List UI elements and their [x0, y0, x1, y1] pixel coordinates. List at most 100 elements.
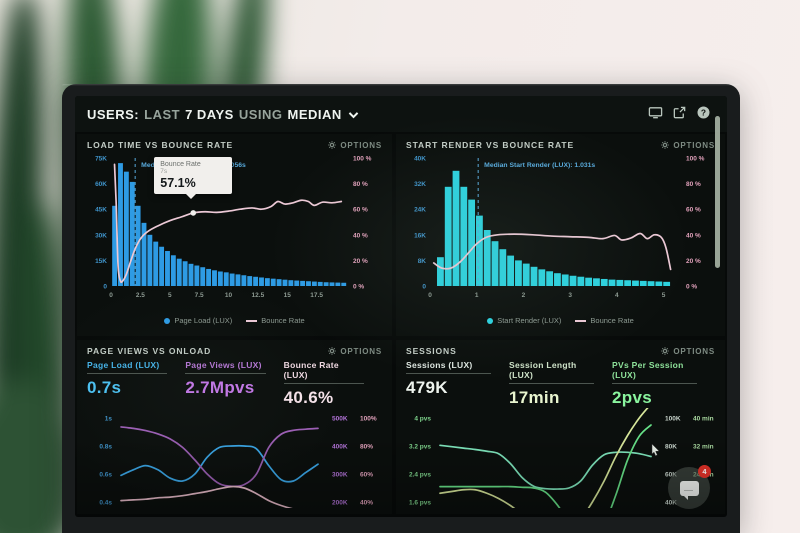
svg-text:75K: 75K — [95, 156, 107, 163]
svg-text:60 %: 60 % — [686, 207, 701, 214]
svg-text:0: 0 — [422, 284, 426, 291]
svg-text:0: 0 — [103, 284, 107, 291]
laptop: USERS: LAST 7 DAYS USING MEDIAN ? LOAD T… — [62, 84, 740, 533]
svg-text:8K: 8K — [418, 258, 427, 265]
display-icon[interactable] — [648, 105, 663, 120]
svg-text:4 pvs: 4 pvs — [414, 416, 431, 423]
scope-metric: MEDIAN — [287, 106, 342, 122]
chat-widget-button[interactable]: 4 — [668, 465, 711, 509]
panel-title: SESSIONS — [406, 346, 457, 356]
svg-text:60K: 60K — [95, 181, 107, 188]
start-render-chart: 40K 32K 24K 16K 8K 0 100 % 80 % 60 % 40 % 20 % 0 % 0… — [406, 152, 715, 315]
legend-dot-marker — [164, 317, 171, 324]
metric-sessions: Sessions (LUX) 479K — [406, 360, 509, 408]
svg-text:2: 2 — [522, 292, 526, 299]
legend-line-marker — [246, 319, 258, 322]
svg-text:3: 3 — [568, 292, 572, 299]
page-views-lines-svg: 1s 0.8s 0.6s 0.4s 500K 100% 400K 80% 300K 60% 200K… — [99, 416, 377, 514]
panel-title: START RENDER VS BOUNCE RATE — [406, 140, 575, 150]
svg-text:20 %: 20 % — [353, 258, 368, 265]
legend-label: Start Render (LUX) — [497, 316, 562, 325]
svg-text:100K: 100K — [665, 416, 681, 423]
metric-session-length: Session Length (LUX) 17min — [509, 360, 612, 408]
svg-text:200K: 200K — [332, 500, 348, 507]
svg-text:0.4s: 0.4s — [99, 500, 112, 507]
options-button[interactable]: OPTIONS — [328, 347, 382, 356]
svg-text:60%: 60% — [360, 472, 373, 479]
start-render-histogram-svg: 40K 32K 24K 16K 8K 0 100 % 80 % 60 % 40 % 20 % 0 % 0… — [414, 156, 705, 300]
metric-bounce-rate: Bounce Rate (LUX) 40.6% — [283, 360, 382, 408]
svg-text:500K: 500K — [332, 416, 348, 423]
svg-text:60 %: 60 % — [353, 207, 368, 214]
legend-item[interactable]: Bounce Rate — [246, 316, 305, 325]
legend-label: Bounce Rate — [261, 316, 305, 325]
legend-item[interactable]: Page Load (LUX) — [164, 316, 232, 325]
svg-text:15: 15 — [284, 292, 292, 299]
svg-text:40 min: 40 min — [693, 416, 714, 423]
svg-text:40 %: 40 % — [686, 232, 701, 239]
legend-dot-marker — [487, 317, 494, 324]
metric-pvs-per-session: PVs Per Session (LUX) 2pvs — [612, 360, 715, 408]
legend-line-marker — [575, 319, 587, 322]
svg-text:100%: 100% — [360, 416, 377, 423]
svg-text:5: 5 — [662, 292, 666, 299]
legend: Page Load (LUX) Bounce Rate — [77, 316, 392, 325]
svg-text:0: 0 — [428, 292, 432, 299]
panel-title: LOAD TIME VS BOUNCE RATE — [87, 140, 234, 150]
svg-text:300K: 300K — [332, 472, 348, 479]
svg-text:80%: 80% — [360, 444, 373, 451]
svg-text:15K: 15K — [95, 258, 107, 265]
options-button[interactable]: OPTIONS — [328, 141, 382, 150]
svg-text:24K: 24K — [414, 207, 426, 214]
legend-item[interactable]: Start Render (LUX) — [487, 316, 561, 325]
options-button[interactable]: OPTIONS — [661, 347, 715, 356]
svg-text:7.5: 7.5 — [195, 292, 204, 299]
svg-text:80 %: 80 % — [353, 181, 368, 188]
svg-text:0.8s: 0.8s — [99, 444, 112, 451]
svg-text:16K: 16K — [414, 232, 426, 239]
svg-text:30K: 30K — [95, 232, 107, 239]
svg-text:0: 0 — [109, 292, 113, 299]
chat-bubble-icon — [679, 480, 699, 500]
options-button[interactable]: OPTIONS — [661, 141, 715, 150]
svg-text:1.6 pvs: 1.6 pvs — [409, 500, 431, 507]
svg-text:45K: 45K — [95, 207, 107, 214]
svg-text:12.5: 12.5 — [252, 292, 265, 299]
legend: Start Render (LUX) Bounce Rate — [396, 316, 725, 325]
svg-text:3.2 pvs: 3.2 pvs — [409, 444, 431, 451]
dashboard-screen: USERS: LAST 7 DAYS USING MEDIAN ? LOAD T… — [75, 96, 727, 517]
legend-label: Page Load (LUX) — [174, 316, 233, 325]
gear-icon — [661, 141, 670, 149]
load-time-histogram-svg: 75K 60K 45K 30K 15K 0 100 % 80 % 60 % 40 % 20 % 0 %… — [95, 156, 372, 300]
page-views-chart: 1s 0.8s 0.6s 0.4s 500K 100% 400K 80% 300K 60% 200K… — [87, 408, 382, 514]
scope-last: LAST — [144, 106, 181, 122]
scope-dropdown[interactable]: USERS: LAST 7 DAYS USING MEDIAN — [87, 107, 360, 122]
chat-notification-badge: 4 — [698, 465, 711, 478]
legend-label: Bounce Rate — [590, 316, 634, 325]
legend-item[interactable]: Bounce Rate — [575, 316, 634, 325]
svg-text:?: ? — [701, 107, 706, 117]
gear-icon — [328, 347, 337, 355]
svg-text:32K: 32K — [414, 181, 426, 188]
panel-title: PAGE VIEWS VS ONLOAD — [87, 346, 212, 356]
help-icon[interactable]: ? — [696, 105, 711, 120]
svg-text:40 %: 40 % — [353, 232, 368, 239]
metric-row: Sessions (LUX) 479K Session Length (LUX)… — [396, 358, 725, 408]
svg-text:40K: 40K — [665, 500, 677, 507]
load-time-chart: 75K 60K 45K 30K 15K 0 100 % 80 % 60 % 40 % 20 % 0 %… — [87, 152, 382, 315]
svg-text:1: 1 — [475, 292, 479, 299]
svg-text:40K: 40K — [414, 156, 426, 163]
vertical-scrollbar[interactable] — [715, 116, 720, 268]
svg-text:17.5: 17.5 — [310, 292, 323, 299]
svg-text:100 %: 100 % — [686, 156, 705, 163]
scope-users: USERS: — [87, 106, 140, 122]
metric-row: Page Load (LUX) 0.7s Page Views (LUX) 2.… — [77, 358, 392, 408]
svg-text:400K: 400K — [332, 444, 348, 451]
panel-load-time-vs-bounce-rate: LOAD TIME VS BOUNCE RATE OPTIONS 75K 60K 4… — [77, 134, 392, 336]
dashboard-header: USERS: LAST 7 DAYS USING MEDIAN ? — [75, 96, 727, 132]
svg-text:Median Start Render (LUX): 1.0: Median Start Render (LUX): 1.031s — [484, 162, 595, 169]
panel-start-render-vs-bounce-rate: START RENDER VS BOUNCE RATE OPTIONS 40K 3… — [396, 134, 725, 336]
share-icon[interactable] — [672, 105, 687, 120]
sessions-chart: 4 pvs 3.2 pvs 2.4 pvs 1.6 pvs 100K 40 min 80K 3… — [406, 403, 715, 517]
